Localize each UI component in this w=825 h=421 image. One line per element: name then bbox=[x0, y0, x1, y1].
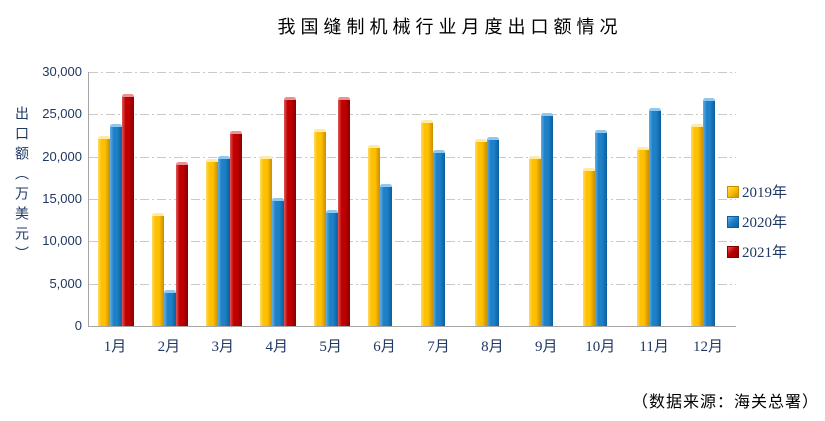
bar-2021 bbox=[121, 94, 134, 326]
x-tick-label: 9月 bbox=[535, 339, 558, 355]
y-tick-label: 15,000 bbox=[42, 191, 82, 206]
bar-2019 bbox=[637, 147, 650, 326]
legend-item: 2021年 bbox=[727, 241, 787, 262]
y-tick-label: 0 bbox=[74, 318, 82, 333]
legend-item: 2019年 bbox=[727, 181, 787, 202]
gridline bbox=[89, 114, 736, 116]
bar-group bbox=[466, 72, 520, 326]
legend-swatch-2021 bbox=[727, 245, 739, 258]
legend-item: 2020年 bbox=[727, 211, 787, 232]
bar-group bbox=[682, 72, 736, 326]
gridline bbox=[89, 72, 736, 73]
y-axis-tick-labels: 30,000 25,000 20,000 15,000 10,000 5,000 0 bbox=[18, 64, 82, 333]
bar-group bbox=[628, 72, 682, 326]
bar-2020 bbox=[649, 108, 662, 326]
bar-group bbox=[251, 72, 305, 326]
bar-group bbox=[143, 72, 197, 326]
bar-2019 bbox=[205, 159, 218, 326]
bar-2020 bbox=[109, 124, 122, 326]
legend-label: 2019年 bbox=[742, 185, 788, 201]
bar-2020 bbox=[325, 210, 338, 326]
bar-2020 bbox=[541, 113, 554, 326]
y-tick-label: 10,000 bbox=[42, 233, 82, 249]
bar-group bbox=[197, 72, 251, 326]
plot-area bbox=[88, 72, 736, 327]
bar-2019 bbox=[313, 129, 326, 326]
bar-2019 bbox=[259, 156, 272, 326]
bar-2021 bbox=[229, 131, 242, 326]
y-tick-label: 25,000 bbox=[42, 106, 82, 122]
bar-2019 bbox=[151, 213, 164, 326]
bar-2020 bbox=[163, 290, 176, 326]
x-tick-label: 1月 bbox=[103, 339, 127, 355]
bar-2019 bbox=[691, 124, 704, 326]
gridline bbox=[89, 156, 736, 158]
bar-group bbox=[520, 72, 574, 326]
legend-swatch-2020 bbox=[727, 215, 739, 228]
bar-2019 bbox=[97, 136, 110, 326]
bar-2021 bbox=[337, 97, 350, 326]
y-axis-title: 出口额（万美元） bbox=[13, 106, 28, 266]
x-axis-tick-labels: 1月 2月 3月 4月 5月 6月 7月 8月 9月 10月 11月 12月 bbox=[88, 335, 735, 357]
x-tick-label: 4月 bbox=[265, 339, 288, 355]
chart-title: 我国缝制机械行业月度出口额情况 bbox=[277, 17, 623, 37]
bar-group bbox=[359, 72, 413, 326]
bar-2020 bbox=[487, 137, 500, 326]
bar-2020 bbox=[595, 130, 608, 326]
x-tick-label: 5月 bbox=[319, 339, 342, 355]
legend-label: 2020年 bbox=[742, 215, 788, 231]
x-tick-label: 6月 bbox=[373, 339, 396, 355]
y-tick-label: 5,000 bbox=[49, 275, 82, 291]
bar-2021 bbox=[175, 162, 188, 326]
bar-group bbox=[305, 72, 359, 326]
bar-2020 bbox=[217, 156, 230, 326]
bar-2020 bbox=[433, 150, 446, 326]
bar-group bbox=[413, 72, 467, 326]
y-tick-label: 20,000 bbox=[42, 148, 82, 164]
x-tick-label: 12月 bbox=[693, 339, 724, 355]
legend: 2019年 2020年 2021年 bbox=[727, 181, 787, 262]
x-tick-label: 7月 bbox=[427, 339, 450, 355]
bar-group bbox=[574, 72, 628, 326]
gridline bbox=[89, 241, 736, 243]
bar-2019 bbox=[529, 156, 542, 326]
bar-group bbox=[89, 72, 143, 326]
legend-swatch-2019 bbox=[727, 185, 739, 198]
bar-2019 bbox=[583, 168, 596, 326]
bar-2020 bbox=[379, 184, 392, 326]
y-tick-label: 30,000 bbox=[42, 64, 82, 79]
bar-2021 bbox=[283, 97, 296, 326]
source-note: （数据来源：海关总署） bbox=[631, 394, 819, 411]
legend-label: 2021年 bbox=[742, 245, 788, 261]
x-tick-label: 8月 bbox=[481, 339, 504, 355]
bar-2019 bbox=[367, 145, 380, 326]
bar-2019 bbox=[421, 120, 434, 326]
bar-2020 bbox=[703, 98, 716, 326]
x-tick-label: 2月 bbox=[157, 339, 181, 355]
bar-2020 bbox=[271, 198, 284, 326]
gridline bbox=[89, 283, 736, 285]
bar-2019 bbox=[475, 139, 488, 326]
x-tick-label: 10月 bbox=[585, 339, 616, 355]
x-tick-label: 11月 bbox=[639, 339, 669, 355]
x-tick-label: 3月 bbox=[211, 339, 235, 355]
gridline bbox=[89, 199, 736, 200]
